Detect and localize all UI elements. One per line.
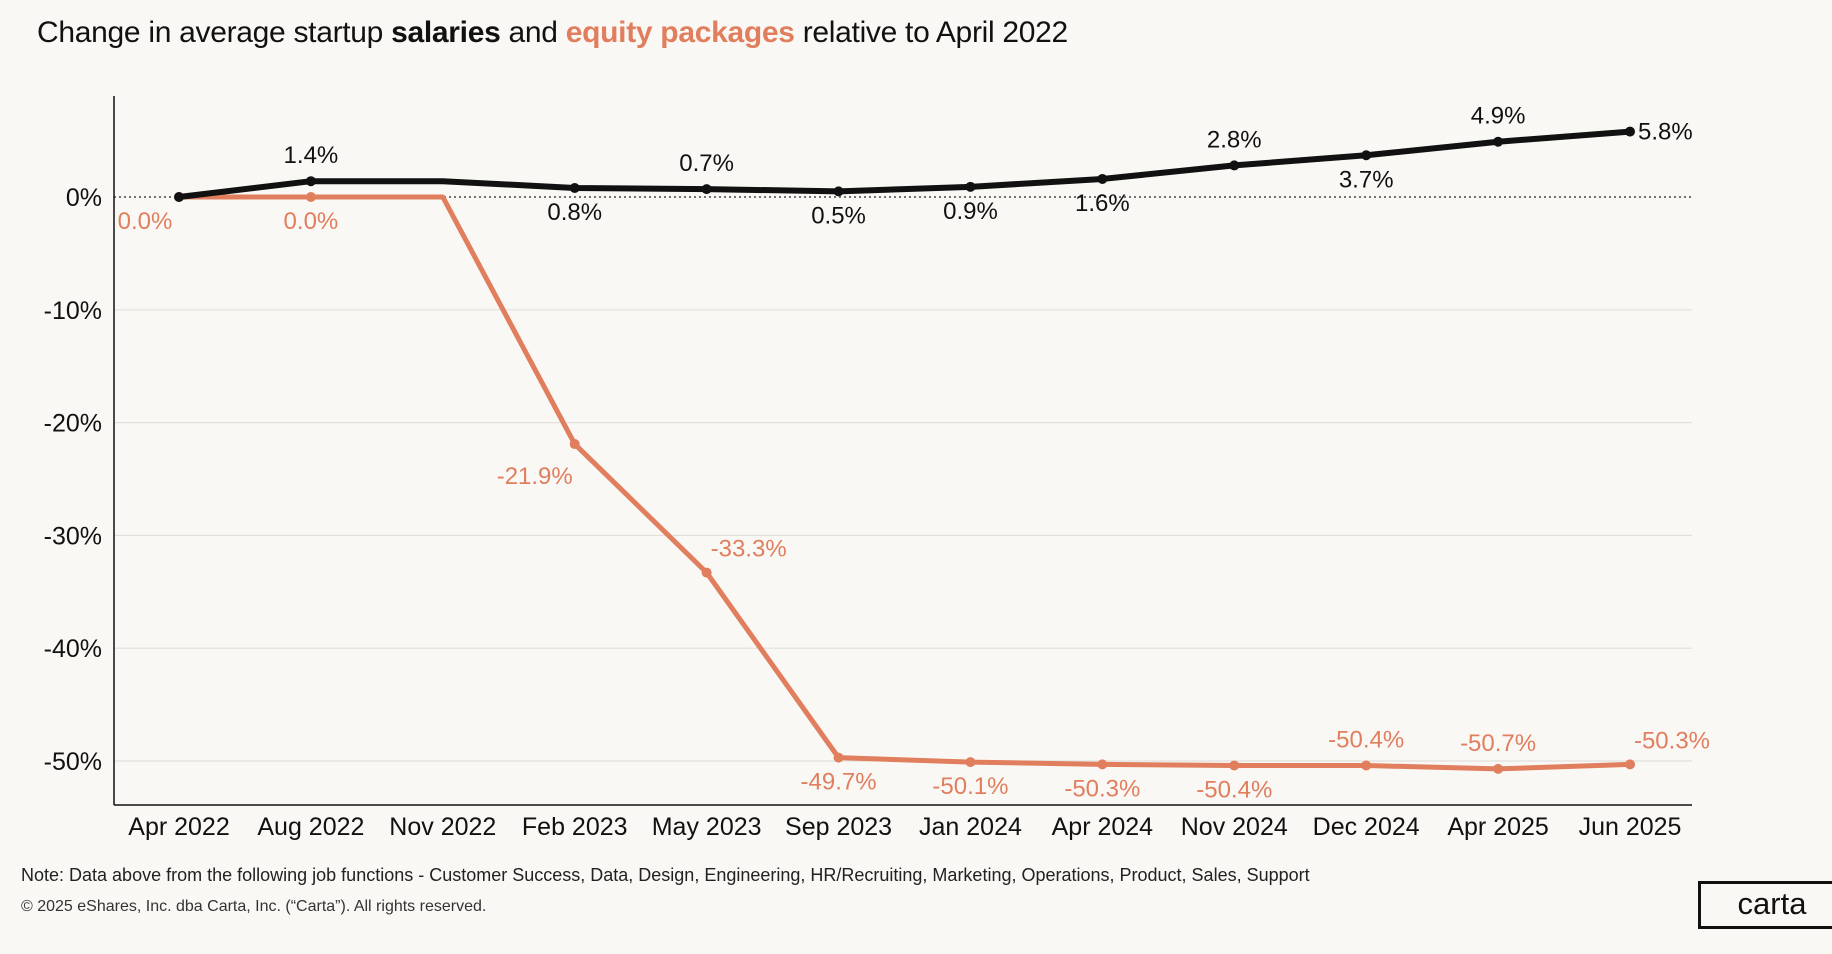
data-point-equity-packages	[569, 439, 580, 450]
x-tick-label: Apr 2024	[1052, 813, 1154, 841]
data-label-equity-packages: -50.3%	[1634, 727, 1710, 754]
data-label-salaries: 5.8%	[1638, 119, 1693, 146]
data-label-salaries: 0.9%	[943, 198, 998, 225]
data-label-equity-packages: 0.0%	[118, 208, 173, 235]
data-point-salaries	[569, 182, 580, 193]
title-middle: and	[500, 16, 566, 49]
data-point-salaries	[1625, 126, 1635, 137]
data-point-salaries	[701, 184, 712, 195]
data-point-equity-packages	[1229, 760, 1240, 771]
data-label-equity-packages: 0.0%	[284, 208, 339, 235]
data-label-salaries: 0.8%	[547, 199, 602, 226]
data-point-salaries	[305, 176, 316, 187]
data-label-equity-packages: -50.4%	[1328, 727, 1404, 754]
title-salaries: salaries	[391, 16, 501, 49]
data-point-equity-packages	[1625, 759, 1635, 770]
data-label-equity-packages: -50.4%	[1196, 777, 1272, 804]
data-point-equity-packages	[965, 757, 976, 768]
data-point-salaries	[174, 192, 184, 202]
data-point-salaries	[965, 181, 976, 192]
y-tick-label: -40%	[44, 635, 102, 663]
x-tick-label: Apr 2022	[128, 813, 229, 841]
chart-title: Change in average startup salaries and e…	[37, 16, 1068, 50]
data-point-equity-packages	[1097, 759, 1108, 770]
y-tick-label: 0%	[66, 184, 102, 212]
x-tick-label: Aug 2022	[257, 813, 364, 841]
data-point-equity-packages	[1361, 760, 1372, 771]
data-label-salaries: 3.7%	[1339, 166, 1394, 193]
data-label-equity-packages: -33.3%	[711, 536, 787, 563]
data-label-salaries: 4.9%	[1471, 103, 1526, 130]
y-tick-label: -20%	[44, 410, 102, 438]
x-tick-label: May 2023	[652, 813, 762, 841]
x-tick-label: Jun 2025	[1579, 813, 1682, 841]
data-point-salaries	[1361, 150, 1372, 161]
data-label-equity-packages: -50.7%	[1460, 730, 1536, 757]
x-tick-label: Jan 2024	[919, 813, 1022, 841]
data-point-equity-packages	[701, 567, 712, 578]
data-label-equity-packages: -50.3%	[1064, 775, 1140, 802]
data-label-salaries: 0.7%	[679, 150, 734, 177]
x-tick-label: Sep 2023	[785, 813, 892, 841]
title-suffix: relative to April 2022	[794, 16, 1069, 49]
data-label-salaries: 1.6%	[1075, 190, 1130, 217]
data-point-equity-packages	[1493, 763, 1504, 774]
x-tick-label: Nov 2022	[389, 813, 496, 841]
data-label-salaries: 1.4%	[284, 142, 339, 169]
carta-logo: carta	[1698, 881, 1832, 929]
data-point-equity-packages	[833, 752, 844, 763]
y-tick-label: -10%	[44, 297, 102, 325]
data-point-salaries	[1493, 136, 1504, 147]
x-tick-label: Feb 2023	[522, 813, 628, 841]
x-tick-label: Nov 2024	[1181, 813, 1288, 841]
y-tick-label: -50%	[44, 748, 102, 776]
data-point-equity-packages	[305, 192, 316, 202]
x-tick-label: Dec 2024	[1313, 813, 1420, 841]
title-prefix: Change in average startup	[37, 16, 392, 49]
footnote: Note: Data above from the following job …	[21, 865, 1310, 885]
data-label-equity-packages: -21.9%	[497, 463, 573, 490]
x-tick-label: Apr 2025	[1447, 813, 1548, 841]
data-point-salaries	[1229, 160, 1240, 171]
y-tick-label: -30%	[44, 522, 102, 550]
series-line-salaries	[176, 128, 1633, 200]
series-line-equity-packages	[176, 194, 1633, 772]
data-label-equity-packages: -50.1%	[932, 773, 1008, 800]
data-label-salaries: 2.8%	[1207, 126, 1262, 153]
title-equity: equity packages	[565, 16, 795, 49]
data-label-equity-packages: -49.7%	[801, 769, 877, 796]
copyright: © 2025 eShares, Inc. dba Carta, Inc. (“C…	[21, 898, 487, 915]
data-point-salaries	[833, 186, 844, 197]
data-point-salaries	[1097, 173, 1108, 184]
line-chart: 0% -10% -20% -30% -40% -50% Apr 2022 Aug 2022 No…	[44, 96, 1710, 841]
data-label-salaries: 0.5%	[811, 202, 866, 229]
